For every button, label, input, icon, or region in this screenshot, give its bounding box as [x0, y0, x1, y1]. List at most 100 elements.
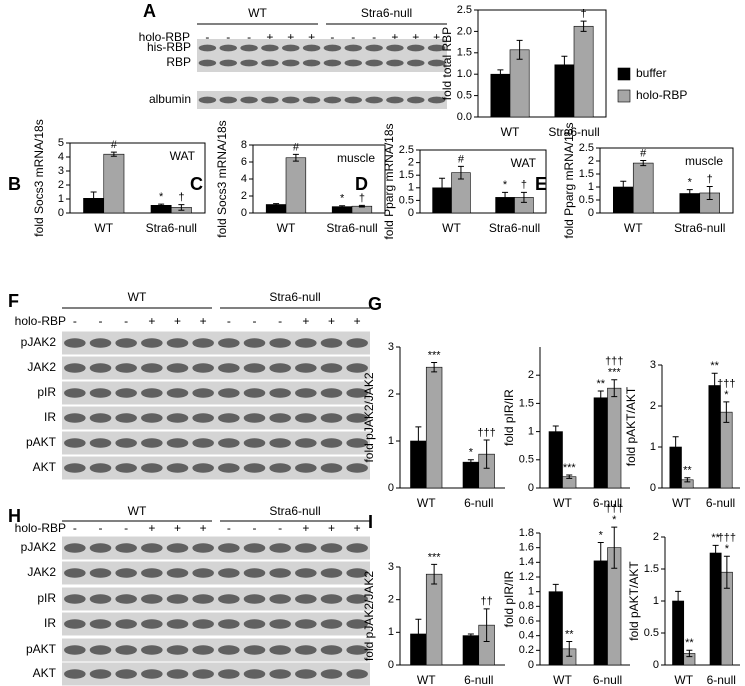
band: [407, 96, 425, 104]
significance-mark: †: [707, 173, 713, 185]
x-tick-label: WT: [94, 221, 113, 235]
sign: -: [247, 30, 251, 44]
sign: +: [174, 521, 181, 535]
band: [141, 669, 163, 679]
sign: -: [253, 521, 257, 535]
bar: [708, 385, 721, 489]
band: [64, 413, 86, 423]
y-tick-label: 0.5: [457, 90, 472, 102]
error-bar: [358, 204, 365, 208]
band: [295, 438, 317, 448]
y-tick-label: 4: [241, 173, 247, 185]
panel-label: H: [8, 506, 21, 526]
error-bar: [580, 20, 587, 32]
y-tick-label: 0: [528, 659, 534, 671]
panel-label: A: [143, 1, 156, 21]
treatment-label: holo-RBP: [15, 314, 66, 328]
x-tick-label: WT: [277, 221, 296, 235]
plot-frame: [69, 142, 206, 214]
band: [346, 543, 368, 553]
x-tick-label: WT: [674, 673, 693, 686]
group-label: Stra6-null: [361, 6, 412, 20]
band: [115, 568, 137, 578]
significance-mark: *: [159, 191, 164, 203]
significance-mark: #: [640, 147, 647, 159]
bar: [548, 591, 563, 666]
error-bar: [597, 542, 604, 580]
band: [218, 463, 240, 473]
significance-mark: *: [612, 514, 617, 526]
plot-note: muscle: [685, 154, 723, 168]
band: [115, 363, 137, 373]
x-tick-label: WT: [501, 125, 520, 139]
band: [218, 619, 240, 629]
band: [218, 669, 240, 679]
y-axis-label: fold pAKT/AKT: [627, 561, 641, 641]
band: [346, 363, 368, 373]
band: [115, 645, 137, 655]
band: [166, 438, 189, 448]
row-label: pIR: [37, 385, 56, 399]
row-label: IR: [44, 616, 56, 630]
band: [141, 645, 163, 655]
y-axis-label: fold Socs3 mRNA/18s: [215, 120, 229, 237]
error-bar: [110, 151, 117, 157]
sign: -: [73, 314, 77, 328]
y-tick-label: 4: [58, 151, 64, 163]
band: [141, 568, 163, 578]
y-tick-label: 0.5: [644, 627, 659, 639]
error-bar: [431, 563, 438, 585]
blot-strip: [62, 356, 370, 380]
sign: +: [302, 314, 309, 328]
band: [427, 59, 446, 67]
band: [192, 543, 214, 553]
blot-strip: [62, 561, 370, 585]
blot-strip: [62, 587, 370, 611]
row-label: AKT: [33, 666, 57, 680]
band: [89, 543, 112, 553]
y-tick-label: 1: [528, 586, 534, 598]
band: [240, 44, 258, 52]
band: [346, 438, 368, 448]
significance-mark: †††: [718, 532, 736, 544]
band: [320, 413, 343, 423]
y-tick-label: 2.5: [399, 144, 414, 156]
band: [115, 619, 137, 629]
row-label: pJAK2: [21, 335, 57, 349]
band: [192, 463, 214, 473]
band: [243, 338, 266, 348]
band: [269, 438, 291, 448]
sign: -: [226, 30, 230, 44]
band: [282, 96, 300, 104]
y-tick-label: 1.5: [579, 168, 594, 180]
y-tick-label: 2.5: [457, 4, 472, 16]
significance-mark: **: [710, 360, 719, 372]
error-bar: [552, 425, 559, 438]
band: [302, 96, 321, 104]
band: [218, 543, 240, 553]
panel-label: C: [190, 174, 203, 194]
y-tick-label: 0: [588, 207, 594, 219]
y-tick-label: 1: [588, 181, 594, 193]
band: [365, 59, 383, 67]
band: [89, 388, 112, 398]
y-tick-label: 1.5: [644, 563, 659, 575]
band: [89, 619, 112, 629]
bar: [632, 162, 654, 214]
error-bar: [178, 204, 185, 211]
band: [269, 594, 291, 604]
error-bar: [686, 189, 693, 198]
blot-strip: [197, 54, 447, 72]
band: [269, 388, 291, 398]
error-bar: [483, 439, 490, 469]
y-tick-label: 0: [58, 207, 64, 219]
y-axis-label: fold pIR/IR: [502, 570, 516, 627]
row-label: pJAK2: [21, 540, 57, 554]
significance-mark: †††: [477, 427, 495, 439]
band: [64, 463, 86, 473]
panel-label: I: [368, 512, 373, 532]
error-bar: [566, 474, 573, 479]
y-tick-label: 1.5: [457, 47, 472, 59]
plot-note: WAT: [511, 156, 537, 170]
significance-mark: *: [469, 447, 474, 459]
